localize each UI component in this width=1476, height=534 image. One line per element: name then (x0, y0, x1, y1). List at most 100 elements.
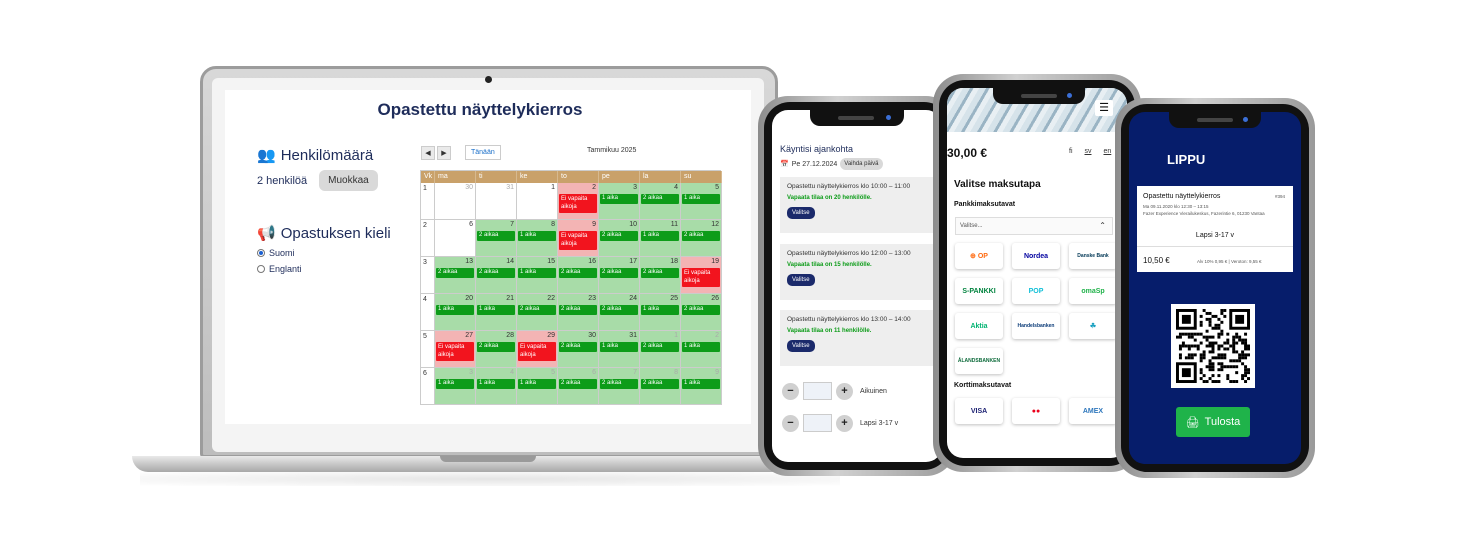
next-month-button[interactable]: ▶ (437, 146, 451, 160)
slots-badge[interactable]: 2 aikaa (518, 305, 556, 315)
lang-sv[interactable]: sv (1084, 148, 1092, 155)
slots-badge[interactable]: 1 aika (518, 379, 556, 389)
slots-badge[interactable]: 1 aika (436, 305, 474, 315)
slots-badge[interactable]: 2 aikaa (600, 231, 638, 241)
slots-badge[interactable]: 1 aika (477, 305, 515, 315)
change-date-button[interactable]: Vaihda päivä (840, 158, 883, 170)
slots-badge[interactable]: 2 aikaa (477, 342, 515, 352)
slots-badge[interactable]: 1 aika (600, 194, 638, 204)
slots-badge[interactable]: 2 aikaa (559, 268, 597, 278)
language-option-suomi[interactable]: Suomi (257, 248, 391, 258)
calendar-day[interactable]: 8 1 aika (517, 220, 558, 257)
slots-badge[interactable]: 2 aikaa (559, 305, 597, 315)
slots-badge[interactable]: 2 aikaa (600, 379, 638, 389)
minus-button[interactable]: − (782, 382, 799, 400)
card-option[interactable]: AMEX (1069, 398, 1117, 424)
edit-button[interactable]: Muokkaa (319, 170, 378, 191)
choose-button[interactable]: Valitse (787, 274, 815, 286)
child-quantity-input[interactable] (803, 414, 832, 432)
slots-badge[interactable]: 1 aika (518, 268, 556, 278)
card-option[interactable]: ●● (1012, 398, 1060, 424)
calendar-day[interactable]: 3 1 aika (435, 368, 476, 405)
slots-badge[interactable]: 1 aika (682, 194, 720, 204)
slots-badge[interactable]: 2 aikaa (477, 268, 515, 278)
prev-month-button[interactable]: ◀ (421, 146, 435, 160)
calendar-day[interactable]: 12 2 aikaa (681, 220, 722, 257)
slots-badge[interactable]: 2 aikaa (477, 231, 515, 241)
print-button[interactable]: 🖨 Tulosta (1176, 407, 1250, 437)
lang-en[interactable]: en (1103, 148, 1112, 155)
slots-badge[interactable]: 1 aika (641, 305, 679, 315)
calendar-day[interactable]: 15 1 aika (517, 257, 558, 294)
bank-option[interactable]: Aktia (955, 313, 1003, 339)
calendar-day[interactable]: 31 1 aika (599, 331, 640, 368)
calendar-day[interactable]: 22 2 aikaa (517, 294, 558, 331)
calendar-day[interactable]: 16 2 aikaa (558, 257, 599, 294)
slots-badge[interactable]: 1 aika (436, 379, 474, 389)
bank-option[interactable]: omaSp (1069, 278, 1117, 304)
calendar-day[interactable]: 5 1 aika (681, 183, 722, 220)
slots-badge[interactable]: 1 aika (600, 342, 638, 352)
plus-button[interactable]: + (836, 414, 853, 432)
slots-badge[interactable]: 2 aikaa (641, 342, 679, 352)
slots-badge[interactable]: 1 aika (682, 342, 720, 352)
calendar-day[interactable]: 5 1 aika (517, 368, 558, 405)
plus-button[interactable]: + (836, 382, 853, 400)
calendar-day[interactable]: 28 2 aikaa (476, 331, 517, 368)
bank-option[interactable]: Nordea (1012, 243, 1060, 269)
hamburger-menu-icon[interactable]: ☰ (1095, 100, 1113, 116)
calendar-day[interactable]: 30 2 aikaa (558, 331, 599, 368)
calendar-day[interactable]: 11 1 aika (640, 220, 681, 257)
calendar-day[interactable]: 14 2 aikaa (476, 257, 517, 294)
calendar-day[interactable]: 9 1 aika (681, 368, 722, 405)
calendar-day[interactable]: 24 2 aikaa (599, 294, 640, 331)
card-option[interactable]: VISA (955, 398, 1003, 424)
calendar-day[interactable]: 3 1 aika (599, 183, 640, 220)
slots-badge[interactable]: 1 aika (518, 231, 556, 241)
radio-selected-icon[interactable] (257, 249, 265, 257)
radio-unselected-icon[interactable] (257, 265, 265, 273)
choose-button[interactable]: Valitse (787, 207, 815, 219)
slots-badge[interactable]: 2 aikaa (641, 268, 679, 278)
calendar-day[interactable]: 13 2 aikaa (435, 257, 476, 294)
slots-badge[interactable]: 2 aikaa (641, 379, 679, 389)
calendar-day[interactable]: 7 2 aikaa (476, 220, 517, 257)
slots-badge[interactable]: 2 aikaa (682, 231, 720, 241)
bank-option[interactable]: ÅLANDSBANKEN (955, 348, 1003, 374)
calendar-day[interactable]: 25 1 aika (640, 294, 681, 331)
language-option-englanti[interactable]: Englanti (257, 264, 391, 274)
bank-option[interactable]: S-PANKKI (955, 278, 1003, 304)
adult-quantity-input[interactable] (803, 382, 832, 400)
slots-badge[interactable]: 2 aikaa (436, 268, 474, 278)
bank-select[interactable]: Valitse... ⌃ (955, 217, 1113, 235)
calendar-day[interactable]: 8 2 aikaa (640, 368, 681, 405)
slots-badge[interactable]: 2 aikaa (559, 379, 597, 389)
bank-option[interactable]: Danske Bank (1069, 243, 1117, 269)
calendar-day[interactable]: 6 2 aikaa (558, 368, 599, 405)
calendar-day[interactable]: 20 1 aika (435, 294, 476, 331)
calendar-day[interactable]: 21 1 aika (476, 294, 517, 331)
bank-option[interactable]: ☘ (1069, 313, 1117, 339)
calendar-day[interactable]: 1 2 aikaa (640, 331, 681, 368)
bank-option[interactable]: Handelsbanken (1012, 313, 1060, 339)
bank-option[interactable]: POP (1012, 278, 1060, 304)
today-button[interactable]: Tänään (465, 145, 501, 160)
calendar-day[interactable]: 7 2 aikaa (599, 368, 640, 405)
slots-badge[interactable]: 1 aika (641, 231, 679, 241)
slots-badge[interactable]: 2 aikaa (641, 194, 679, 204)
lang-fi[interactable]: fi (1069, 148, 1073, 155)
calendar-day[interactable]: 18 2 aikaa (640, 257, 681, 294)
calendar-day[interactable]: 4 1 aika (476, 368, 517, 405)
calendar-day[interactable]: 23 2 aikaa (558, 294, 599, 331)
slots-badge[interactable]: 1 aika (682, 379, 720, 389)
slots-badge[interactable]: 1 aika (477, 379, 515, 389)
calendar-day[interactable]: 10 2 aikaa (599, 220, 640, 257)
choose-button[interactable]: Valitse (787, 340, 815, 352)
slots-badge[interactable]: 2 aikaa (559, 342, 597, 352)
calendar-day[interactable]: 4 2 aikaa (640, 183, 681, 220)
slots-badge[interactable]: 2 aikaa (600, 305, 638, 315)
calendar-day[interactable]: 26 2 aikaa (681, 294, 722, 331)
minus-button[interactable]: − (782, 414, 799, 432)
calendar-day[interactable]: 2 1 aika (681, 331, 722, 368)
slots-badge[interactable]: 2 aikaa (600, 268, 638, 278)
